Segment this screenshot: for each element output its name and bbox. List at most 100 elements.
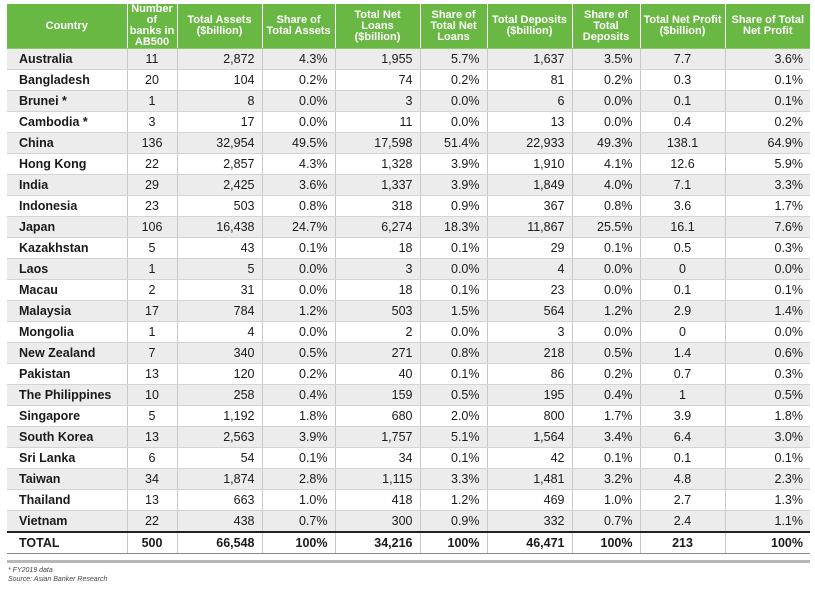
table-cell: 1 — [127, 321, 178, 343]
table-cell: 1.5% — [420, 300, 488, 322]
table-cell: 49.5% — [262, 132, 336, 154]
table-cell: 318 — [335, 195, 421, 217]
table-row: China 136 32,954 49.5% 17,598 51.4% 22,933 49.3… — [7, 132, 810, 154]
table-cell: 3.9% — [420, 153, 488, 175]
table-cell: 2,857 — [177, 153, 263, 175]
table-row: New Zealand 7 340 0.5% 271 0.8% 218 0.5% 1.4 0.6% — [7, 342, 810, 364]
table-cell: 1,481 — [487, 468, 573, 490]
table-cell: 340 — [177, 342, 263, 364]
table-cell: 3.6% — [725, 48, 810, 70]
table-cell: 1.8% — [725, 405, 810, 427]
table-cell: 100% — [572, 531, 641, 554]
table-cell: 18 — [335, 237, 421, 259]
table-cell: 100% — [420, 531, 488, 554]
table-cell: 13 — [487, 111, 573, 133]
country-cell: Malaysia — [7, 300, 128, 322]
table-row: Pakistan 13 120 0.2% 40 0.1% 86 0.2% 0.7 0.3% — [7, 363, 810, 385]
table-cell: 136 — [127, 132, 178, 154]
country-cell: Taiwan — [7, 468, 128, 490]
table-cell: 0.6% — [725, 342, 810, 364]
table-row: Vietnam 22 438 0.7% 300 0.9% 332 0.7% 2.4 1.1% — [7, 510, 810, 533]
table-cell: 0.4 — [640, 111, 726, 133]
table-cell: 784 — [177, 300, 263, 322]
table-cell: 3.9 — [640, 405, 726, 427]
footnotes: * FY2019 data Source: Asian Banker Resea… — [8, 566, 107, 584]
table-cell: 0.1% — [725, 90, 810, 112]
table-cell: 1.0% — [262, 489, 336, 511]
table-cell: 18.3% — [420, 216, 488, 238]
column-header: Share of Total Net Loans — [420, 4, 488, 49]
table-cell: 8 — [177, 90, 263, 112]
table-cell: 0.1% — [725, 447, 810, 469]
table-cell: 2.7 — [640, 489, 726, 511]
table-cell: 4 — [177, 321, 263, 343]
table-cell: 3.3% — [725, 174, 810, 196]
table-cell: 74 — [335, 69, 421, 91]
table-cell: 31 — [177, 279, 263, 301]
table-cell: 13 — [127, 489, 178, 511]
country-cell: China — [7, 132, 128, 154]
table-cell: 0.1 — [640, 447, 726, 469]
table-cell: 4 — [487, 258, 573, 280]
table-cell: 7.1 — [640, 174, 726, 196]
table-cell: 17 — [127, 300, 178, 322]
table-cell: 213 — [640, 531, 726, 554]
table-cell: 0.4% — [262, 384, 336, 406]
table-cell: 2 — [127, 279, 178, 301]
table-cell: 22 — [127, 153, 178, 175]
table-cell: 0.9% — [420, 195, 488, 217]
table-cell: 3.3% — [420, 468, 488, 490]
table-cell: 1,637 — [487, 48, 573, 70]
table-cell: 16.1 — [640, 216, 726, 238]
country-cell: Mongolia — [7, 321, 128, 343]
table-row: Brunei * 1 8 0.0% 3 0.0% 6 0.0% 0.1 0.1% — [7, 90, 810, 112]
table-cell: 218 — [487, 342, 573, 364]
table-cell: 0.9% — [420, 510, 488, 533]
table-body: Australia 11 2,872 4.3% 1,955 5.7% 1,637 3.5% 7.… — [7, 48, 810, 554]
table-cell: 4.3% — [262, 153, 336, 175]
column-header: Share of Total Net Profit — [725, 4, 810, 49]
table-cell: 1.3% — [725, 489, 810, 511]
table-cell: 120 — [177, 363, 263, 385]
table-cell: 29 — [487, 237, 573, 259]
table-row: Bangladesh 20 104 0.2% 74 0.2% 81 0.2% 0.3 0.1% — [7, 69, 810, 91]
bank-statistics-table: Country Number of banks in AB500 Total A… — [7, 4, 810, 554]
table-cell: 34 — [335, 447, 421, 469]
country-cell: Laos — [7, 258, 128, 280]
table-cell: 3.6% — [262, 174, 336, 196]
table-cell: 0.1% — [725, 69, 810, 91]
table-cell: 332 — [487, 510, 573, 533]
country-cell: New Zealand — [7, 342, 128, 364]
table-cell: 0.2% — [572, 363, 641, 385]
table-cell: 3 — [335, 90, 421, 112]
country-cell: Kazakhstan — [7, 237, 128, 259]
table-cell: 2.4 — [640, 510, 726, 533]
table-cell: 0.3 — [640, 69, 726, 91]
table-cell: 0.0% — [262, 321, 336, 343]
country-cell: Pakistan — [7, 363, 128, 385]
table-cell: 258 — [177, 384, 263, 406]
table-cell: 0.0% — [262, 279, 336, 301]
table-cell: 0.2% — [262, 363, 336, 385]
table-cell: 25.5% — [572, 216, 641, 238]
table-cell: 0.1% — [420, 363, 488, 385]
table-cell: 49.3% — [572, 132, 641, 154]
table-cell: 2 — [335, 321, 421, 343]
country-cell: Sri Lanka — [7, 447, 128, 469]
country-cell: Hong Kong — [7, 153, 128, 175]
table-cell: 43 — [177, 237, 263, 259]
column-header: Number of banks in AB500 — [127, 4, 178, 49]
table-cell: 3 — [487, 321, 573, 343]
table-cell: 5.9% — [725, 153, 810, 175]
table-row: Mongolia 1 4 0.0% 2 0.0% 3 0.0% 0 0.0% — [7, 321, 810, 343]
table-cell: 1.0% — [572, 489, 641, 511]
table-cell: 0.7% — [572, 510, 641, 533]
table-cell: 2.3% — [725, 468, 810, 490]
table-cell: 7 — [127, 342, 178, 364]
table-cell: 2,563 — [177, 426, 263, 448]
table-cell: 0.0% — [262, 111, 336, 133]
table-cell: 5.1% — [420, 426, 488, 448]
table-cell: 11,867 — [487, 216, 573, 238]
table-cell: 0.0% — [572, 279, 641, 301]
table-cell: 3.9% — [420, 174, 488, 196]
